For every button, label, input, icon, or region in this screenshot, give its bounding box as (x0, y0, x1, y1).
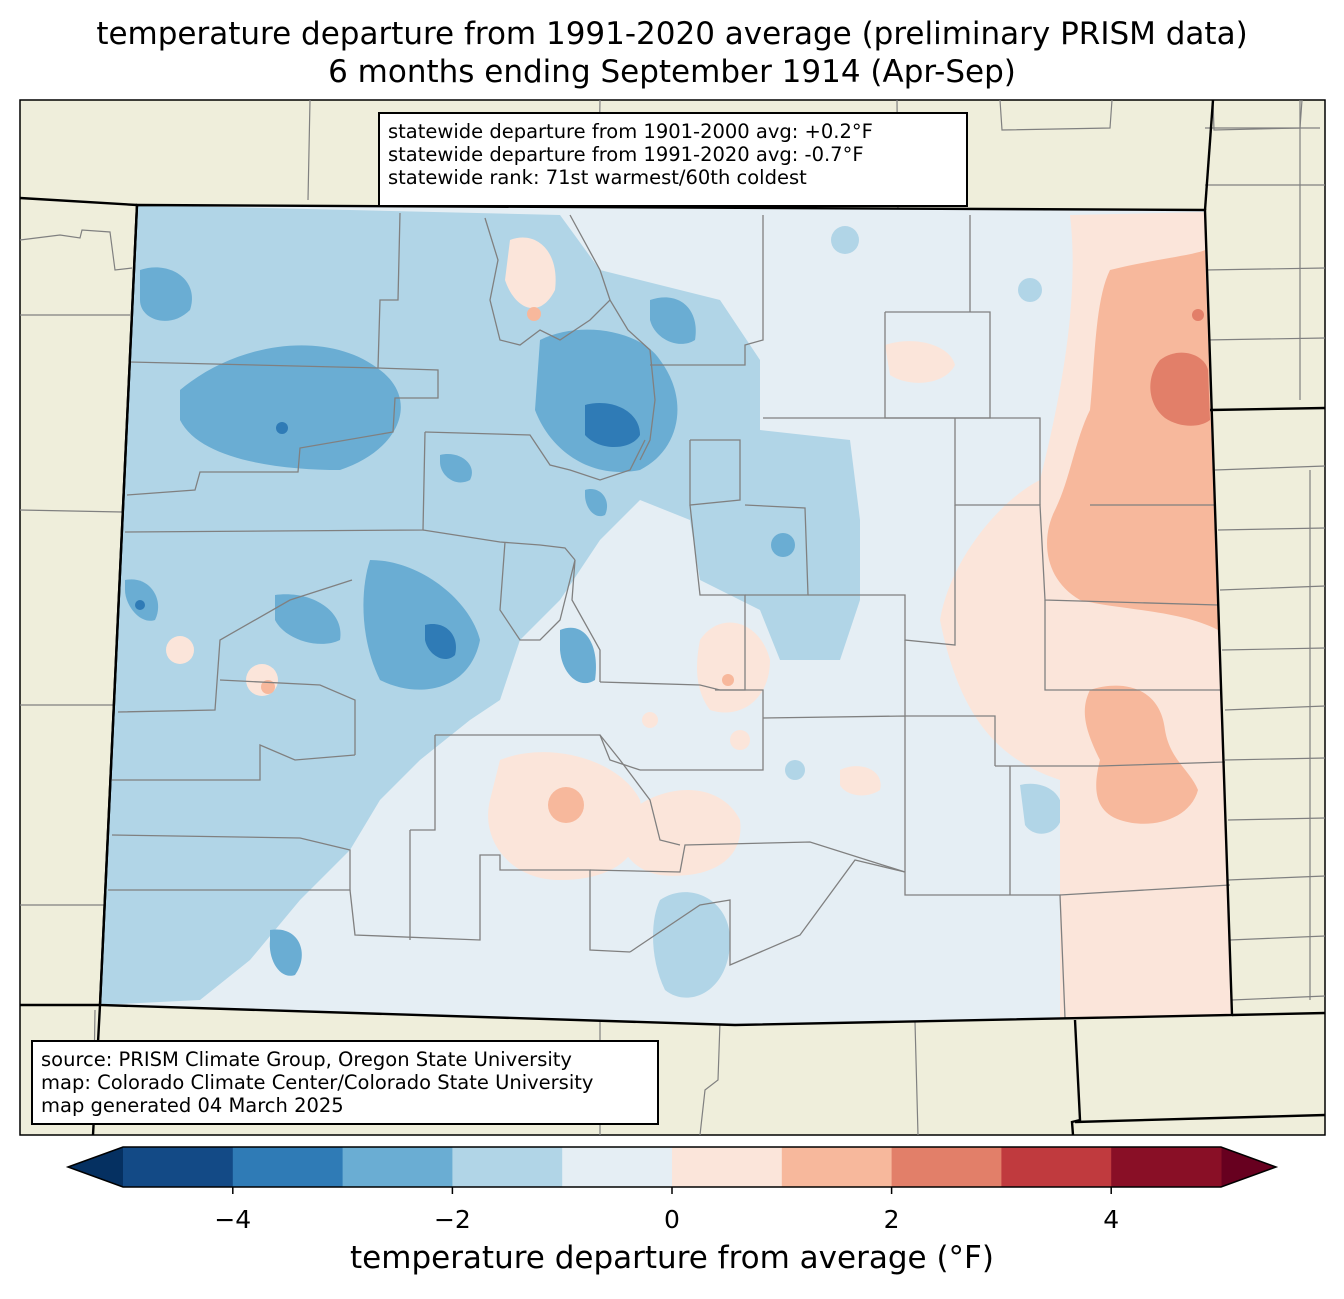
colorbar-bin-3 (452, 1147, 563, 1187)
colorbar-bin-6 (781, 1147, 893, 1187)
stats-departure-1901-2000: statewide departure from 1901-2000 avg: … (388, 120, 873, 143)
contour-minus3-to-minus2 (125, 267, 795, 976)
colorbar-outline (65, 1146, 1279, 1188)
contour-1-to-2 (261, 250, 1218, 824)
colorbar-over-extension (1221, 1147, 1276, 1187)
colorbar-bin-5 (672, 1147, 783, 1187)
colorbar-bin-4 (562, 1147, 673, 1187)
contour-2-to-3 (1150, 309, 1210, 426)
colorado-county-lines (108, 212, 1231, 1019)
colorbar-bin-1 (232, 1147, 344, 1187)
colorbar-bin-9 (1111, 1147, 1222, 1187)
colorbar-bin-8 (1001, 1147, 1112, 1187)
generated-date-line: map generated 04 March 2025 (41, 1094, 344, 1117)
colorbar (65, 1146, 1279, 1194)
stats-departure-1991-2020: statewide departure from 1991-2020 avg: … (388, 143, 864, 166)
map-title-line1: temperature departure from 1991-2020 ave… (96, 16, 1248, 52)
colorbar-tick-label-2: 0 (664, 1205, 680, 1234)
colorbar-tick-label-1: −2 (433, 1205, 471, 1234)
colorbar-tick-label-0: −4 (214, 1205, 252, 1234)
colorbar-bin-7 (891, 1147, 1002, 1187)
colorbar-bin-2 (342, 1147, 453, 1187)
statewide-stats-box: statewide departure from 1901-2000 avg: … (378, 112, 968, 207)
colorbar-bin-0 (123, 1147, 234, 1187)
source-line: source: PRISM Climate Group, Oregon Stat… (41, 1048, 572, 1071)
colorbar-under-extension (68, 1147, 123, 1187)
map-credit-line: map: Colorado Climate Center/Colorado St… (41, 1071, 594, 1094)
map-title-line2: 6 months ending September 1914 (Apr-Sep) (328, 54, 1016, 90)
contour-minus4-to-minus3 (135, 403, 640, 660)
source-credit-box: source: PRISM Climate Group, Oregon Stat… (31, 1040, 659, 1125)
colorbar-label: temperature departure from average (°F) (350, 1240, 994, 1276)
stats-rank: statewide rank: 71st warmest/60th coldes… (388, 166, 807, 189)
colorbar-tick-label-4: 4 (1103, 1205, 1120, 1234)
colorbar-tick-label-3: 2 (883, 1205, 900, 1234)
